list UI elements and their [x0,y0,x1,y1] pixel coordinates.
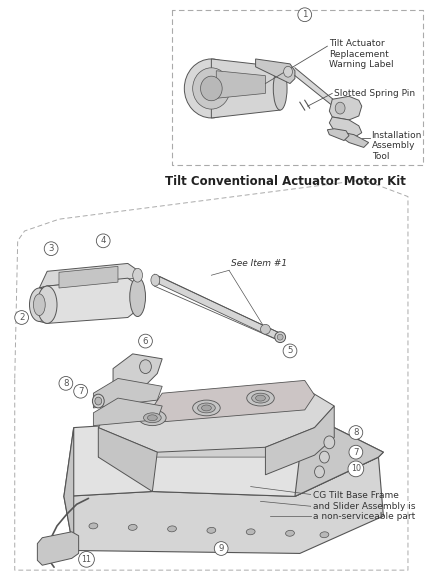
Ellipse shape [139,360,151,373]
Text: See Item #1: See Item #1 [231,259,287,268]
Ellipse shape [319,451,329,463]
Text: Installation
Assembly
Tool: Installation Assembly Tool [372,131,422,160]
Polygon shape [64,457,383,553]
Ellipse shape [168,526,176,532]
Ellipse shape [286,530,294,536]
Polygon shape [152,380,315,423]
Ellipse shape [277,334,283,340]
Ellipse shape [193,400,220,416]
Ellipse shape [273,67,287,110]
Polygon shape [98,388,334,452]
Polygon shape [98,443,305,457]
Polygon shape [211,59,280,118]
Text: CG Tilt Base Frame
and Slider Assembly is
a non-serviceable part: CG Tilt Base Frame and Slider Assembly i… [312,492,415,521]
Circle shape [283,344,297,358]
Ellipse shape [37,286,57,323]
Polygon shape [39,264,138,288]
Polygon shape [342,133,369,148]
Ellipse shape [275,332,286,343]
Text: Tilt Actuator
Replacement
Warning Label: Tilt Actuator Replacement Warning Label [329,39,394,69]
Ellipse shape [29,288,49,321]
Polygon shape [64,413,383,496]
Polygon shape [265,406,334,475]
Ellipse shape [89,523,98,529]
Circle shape [348,461,364,477]
Ellipse shape [335,102,345,114]
Polygon shape [93,379,162,408]
Circle shape [59,376,73,390]
Polygon shape [327,129,349,141]
Text: 10: 10 [351,464,361,473]
Ellipse shape [193,68,230,109]
Ellipse shape [143,413,161,423]
Circle shape [298,8,312,21]
Text: 3: 3 [48,244,54,253]
Ellipse shape [130,277,146,317]
Text: 1: 1 [302,10,308,19]
Ellipse shape [151,274,160,286]
Text: Tilt Conventional Actuator Motor Kit: Tilt Conventional Actuator Motor Kit [165,175,406,188]
Polygon shape [98,416,305,429]
Ellipse shape [95,397,102,405]
Circle shape [44,242,58,256]
Text: 2: 2 [19,313,24,322]
Ellipse shape [320,532,329,538]
Ellipse shape [139,410,166,426]
Ellipse shape [284,66,293,77]
Ellipse shape [207,527,216,533]
Circle shape [349,445,363,459]
Circle shape [74,384,88,398]
Polygon shape [93,398,162,426]
Text: 9: 9 [219,544,224,553]
Polygon shape [295,413,383,496]
Ellipse shape [198,403,215,413]
Circle shape [214,542,228,556]
Text: 11: 11 [81,555,92,564]
Ellipse shape [202,405,211,411]
Text: 4: 4 [100,237,106,245]
Polygon shape [256,59,295,84]
Ellipse shape [33,294,45,316]
Text: 5: 5 [287,346,293,355]
Polygon shape [113,354,162,388]
Polygon shape [295,68,334,107]
Text: 8: 8 [353,428,359,437]
Ellipse shape [260,324,270,334]
Ellipse shape [147,415,157,421]
Text: 7: 7 [353,448,359,456]
Polygon shape [37,532,79,565]
Ellipse shape [324,436,335,449]
Ellipse shape [315,466,324,478]
Ellipse shape [246,529,255,535]
Text: 8: 8 [63,379,69,388]
Circle shape [139,334,152,348]
Polygon shape [64,428,74,550]
Circle shape [79,552,94,567]
Ellipse shape [133,268,143,282]
Polygon shape [216,71,265,98]
Polygon shape [98,428,157,492]
Circle shape [96,234,110,248]
Ellipse shape [256,395,265,401]
Ellipse shape [252,393,269,403]
Polygon shape [329,117,362,137]
Ellipse shape [201,76,222,101]
Circle shape [349,426,363,440]
Ellipse shape [247,390,274,406]
Text: 6: 6 [143,336,148,346]
Ellipse shape [128,524,137,530]
Text: 7: 7 [78,387,83,396]
Ellipse shape [92,394,104,408]
Text: Slotted Spring Pin: Slotted Spring Pin [334,89,415,98]
Ellipse shape [184,59,238,118]
Polygon shape [59,267,118,288]
Polygon shape [159,276,280,341]
Circle shape [15,310,29,324]
Polygon shape [329,96,362,120]
Polygon shape [39,278,138,323]
